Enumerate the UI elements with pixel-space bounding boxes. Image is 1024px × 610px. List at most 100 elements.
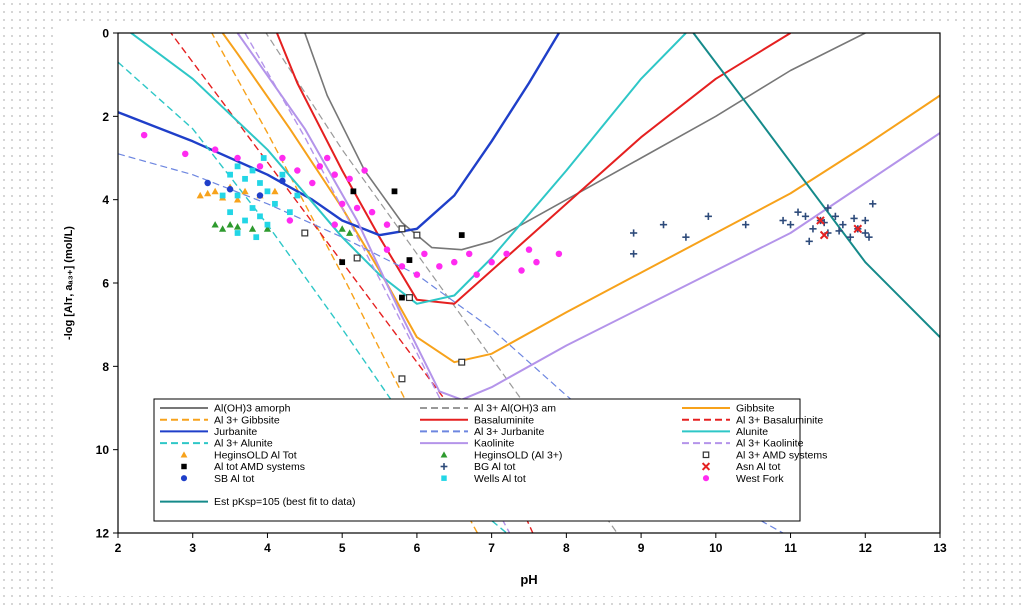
data-point-al-tot-amd-systems-5 [339,259,346,266]
legend-label-west-fork: West Fork [736,473,784,485]
legend-label-al-3-alunite: Al 3+ Alunite [214,438,273,450]
data-point-bg-al-tot-23 [835,227,843,235]
data-point-bg-al-tot-7 [786,221,795,229]
data-point-sb-al-tot-0 [204,179,211,187]
y-tick-label-12: 12 [96,527,110,541]
data-point-bg-al-tot-16 [846,233,854,241]
data-point-bg-al-tot-1 [630,250,638,258]
data-point-west-fork-30 [465,250,473,258]
legend-label-kaolinite: Kaolinite [474,438,514,450]
data-point-heginsold-al-tot-7 [204,189,212,197]
data-point-heginsold-al-tot-8 [271,187,279,195]
data-point-west-fork-1 [182,150,189,158]
legend-entry-wells-al-tot: Wells Al tot [441,473,526,485]
axes: 2 3 4 5 6 7 8 9 10 11 12 13 0 2 4 6 8 10 12 [96,27,947,556]
data-point-west-fork-12 [338,200,346,208]
data-point-al-tot-amd-systems-1 [391,188,398,195]
data-point-west-fork-7 [309,179,316,187]
data-point-wells-al-tot-11 [272,200,278,207]
y-axis-label: -log [Alᴛ, aₐ₃₊] (mol/L) [63,226,75,340]
data-point-west-fork-6 [294,167,301,174]
y-tick-label-0: 0 [102,27,109,41]
data-point-al-3-amd-systems-1 [413,231,421,239]
legend-marker-west-fork [702,475,710,482]
data-point-wells-al-tot-15 [234,230,241,236]
data-point-west-fork-5 [279,154,286,162]
data-point-west-fork-23 [518,267,525,274]
legend-entry-al-3-al-oh-3-am: Al 3+ Al(OH)3 am [420,403,556,415]
data-point-west-fork-8 [316,163,324,170]
data-point-al-3-amd-systems-0 [398,225,406,233]
data-point-bg-al-tot-19 [865,233,873,241]
legend-label-al-3-basaluminite: Al 3+ Basaluminite [736,414,823,426]
data-point-wells-al-tot-13 [227,209,233,216]
data-point-west-fork-4 [256,163,264,170]
data-point-bg-al-tot-25 [861,229,869,237]
data-point-west-fork-22 [503,250,510,258]
data-point-heginsold-al-3-0 [211,221,219,228]
legend-entry-sb-al-tot: SB Al tot [180,473,254,485]
chart-frame: Al(OH)3 amorph Al 3+ Al(OH)3 am Gibbsite Al… [58,22,958,596]
data-point-wells-al-tot-19 [260,155,267,161]
data-point-west-fork-24 [533,258,540,266]
y-tick-label-2: 2 [102,110,109,124]
data-point-asn-al-tot-2-b [853,224,863,234]
legend-entry-al-3-kaolinite: Al 3+ Kaolinite [682,438,804,450]
data-point-west-fork-2 [211,146,219,153]
data-point-asn-al-tot-2 [853,224,863,234]
data-point-west-fork-13 [368,208,376,216]
data-point-bg-al-tot-14 [831,212,839,220]
legend-label-wells-al-tot: Wells Al tot [474,473,526,485]
x-tick-label-12: 12 [859,541,873,555]
data-point-bg-al-tot-2 [659,221,668,229]
data-point-wells-al-tot-1 [234,163,241,170]
data-point-al-tot-amd-systems-4 [406,257,413,263]
legend-label-sb-al-tot: SB Al tot [214,473,254,485]
data-point-wells-al-tot-14 [219,192,226,199]
legend-marker-al-3-amd-systems [702,451,710,459]
series-lines [118,33,940,533]
data-point-al-3-amd-systems-5 [353,254,361,262]
legend-label-heginsold-al-3: HeginsOLD (Al 3+) [474,449,562,461]
legend-entry-al-3-basaluminite: Al 3+ Basaluminite [682,414,823,426]
data-point-west-fork-10 [346,175,353,183]
data-point-wells-al-tot-10 [242,217,248,224]
legend-marker-al-tot-amd-systems [181,463,187,470]
data-point-west-fork-9 [331,171,338,178]
data-point-al-3-amd-systems-6 [301,229,309,237]
legend-marker-bg-al-tot [440,463,448,470]
data-point-heginsold-al-3-6 [338,225,346,232]
legend-label-al-3-gibbsite: Al 3+ Gibbsite [214,414,280,426]
data-point-west-fork-19 [451,258,458,266]
data-point-bg-al-tot-18 [861,216,869,225]
legend-entry-asn-al-tot: Asn Al tot [701,461,780,473]
legend-label-al-tot-amd-systems: Al tot AMD systems [214,461,305,473]
data-point-al-3-amd-systems-4 [405,294,413,302]
data-point-west-fork-18 [436,263,443,270]
legend-entry-bg-al-tot: BG Al tot [440,461,516,473]
legend-entry-jurbanite: Jurbanite [160,426,257,438]
x-tick-label-7: 7 [488,541,495,555]
x-tick-label-5: 5 [339,541,346,555]
data-point-al-tot-amd-systems-2 [458,232,465,238]
data-point-asn-al-tot-1 [819,230,829,240]
data-point-heginsold-al-3-5 [263,225,272,232]
data-point-sb-al-tot-1 [226,186,234,193]
legend-label-alunite: Alunite [736,426,768,438]
data-point-west-fork-26 [286,217,294,224]
data-point-wells-al-tot-2 [242,175,248,182]
data-point-wells-al-tot-18 [294,192,301,199]
data-point-asn-al-tot-0-b [816,216,825,225]
data-point-west-fork-16 [398,263,406,270]
data-point-wells-al-tot-6 [234,192,241,199]
legend-entry-gibbsite: Gibbsite [682,403,775,415]
scatter-points [140,131,877,383]
data-point-west-fork-11 [361,167,368,174]
y-tick-label-8: 8 [102,360,109,374]
legend-entry-heginsold-al-3: HeginsOLD (Al 3+) [440,449,562,461]
legend-entry-al-tot-amd-systems: Al tot AMD systems [181,461,305,473]
data-point-heginsold-al-3-7 [346,229,354,236]
y-tick-label-4: 4 [102,193,109,207]
data-point-bg-al-tot-8 [794,208,802,216]
legend-label-basaluminite: Basaluminite [474,414,534,426]
